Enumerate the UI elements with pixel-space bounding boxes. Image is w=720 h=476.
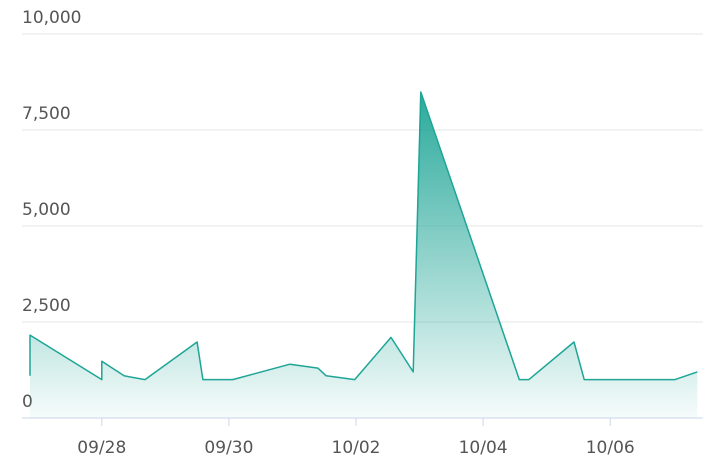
x-tick-label: 10/02 bbox=[332, 438, 381, 458]
y-tick-label: 10,000 bbox=[22, 8, 81, 28]
y-tick-label: 5,000 bbox=[22, 200, 71, 220]
x-tick-label: 10/06 bbox=[586, 438, 635, 458]
x-tick-label: 09/30 bbox=[204, 438, 253, 458]
y-tick-label: 2,500 bbox=[22, 296, 71, 316]
area-fill bbox=[30, 92, 698, 418]
y-tick-label: 7,500 bbox=[22, 104, 71, 124]
x-tick-label: 10/04 bbox=[459, 438, 508, 458]
x-tick-label: 09/28 bbox=[77, 438, 126, 458]
y-tick-label: 0 bbox=[22, 392, 33, 412]
line bbox=[29, 91, 698, 381]
